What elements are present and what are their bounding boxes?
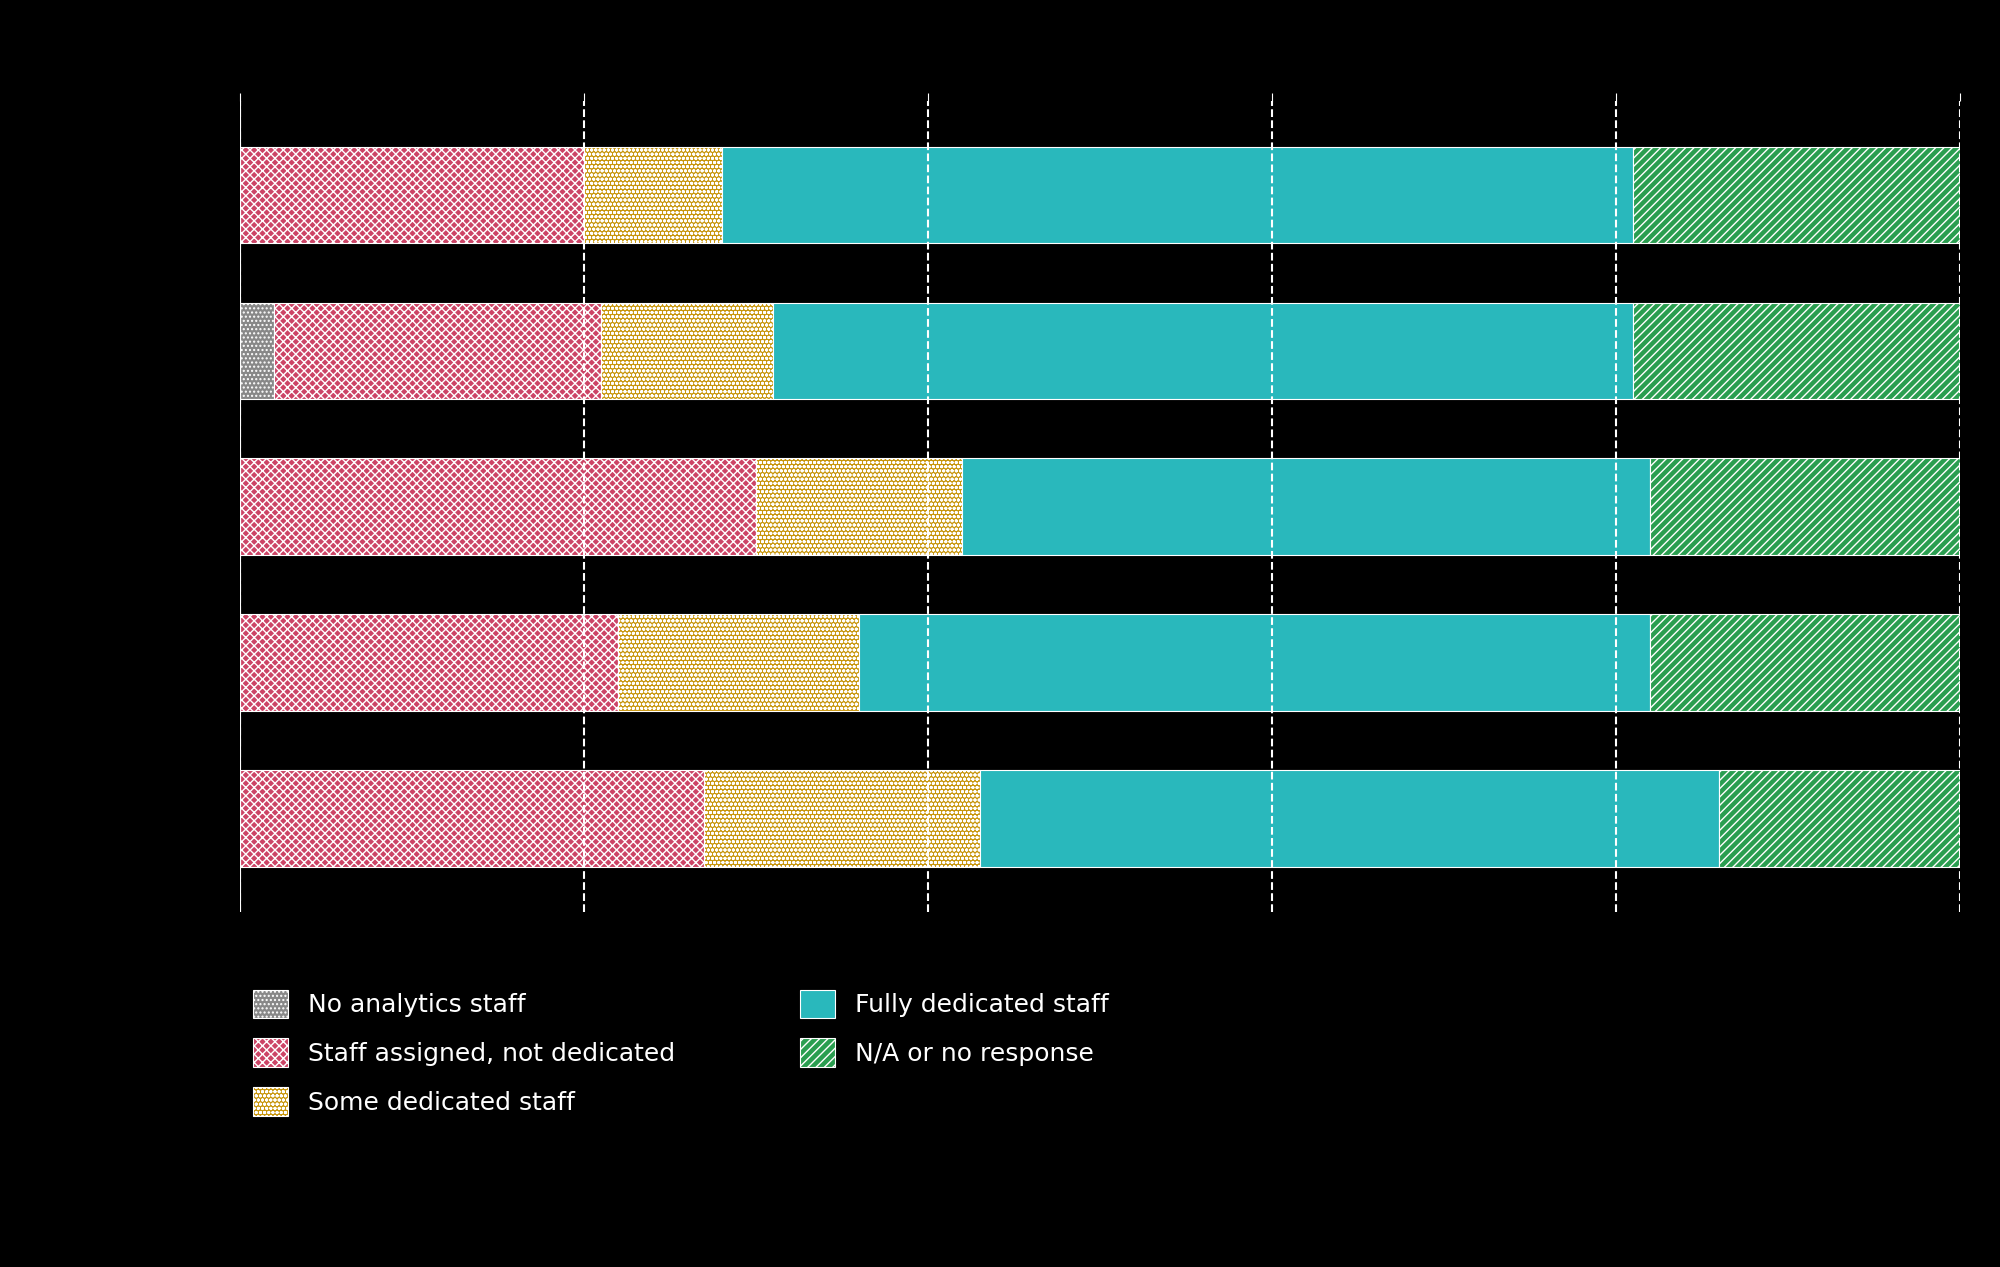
Bar bbox=[240, 770, 704, 867]
Bar bbox=[618, 614, 860, 711]
Bar bbox=[722, 147, 1634, 243]
Bar bbox=[980, 770, 1720, 867]
Bar bbox=[1720, 770, 1960, 867]
Bar bbox=[240, 459, 756, 555]
Bar bbox=[704, 770, 980, 867]
Bar bbox=[240, 614, 618, 711]
Bar bbox=[860, 614, 1650, 711]
Bar bbox=[756, 459, 962, 555]
Bar bbox=[602, 303, 774, 399]
Legend: No analytics staff, Staff assigned, not dedicated, Some dedicated staff, Fully d: No analytics staff, Staff assigned, not … bbox=[252, 990, 1108, 1116]
Bar bbox=[1650, 459, 1960, 555]
Bar bbox=[962, 459, 1650, 555]
Bar bbox=[584, 147, 722, 243]
Bar bbox=[774, 303, 1634, 399]
Bar bbox=[274, 303, 602, 399]
Bar bbox=[1634, 303, 1960, 399]
Bar bbox=[240, 303, 274, 399]
Bar bbox=[1634, 147, 1960, 243]
Bar bbox=[1650, 614, 1960, 711]
Bar bbox=[240, 147, 584, 243]
